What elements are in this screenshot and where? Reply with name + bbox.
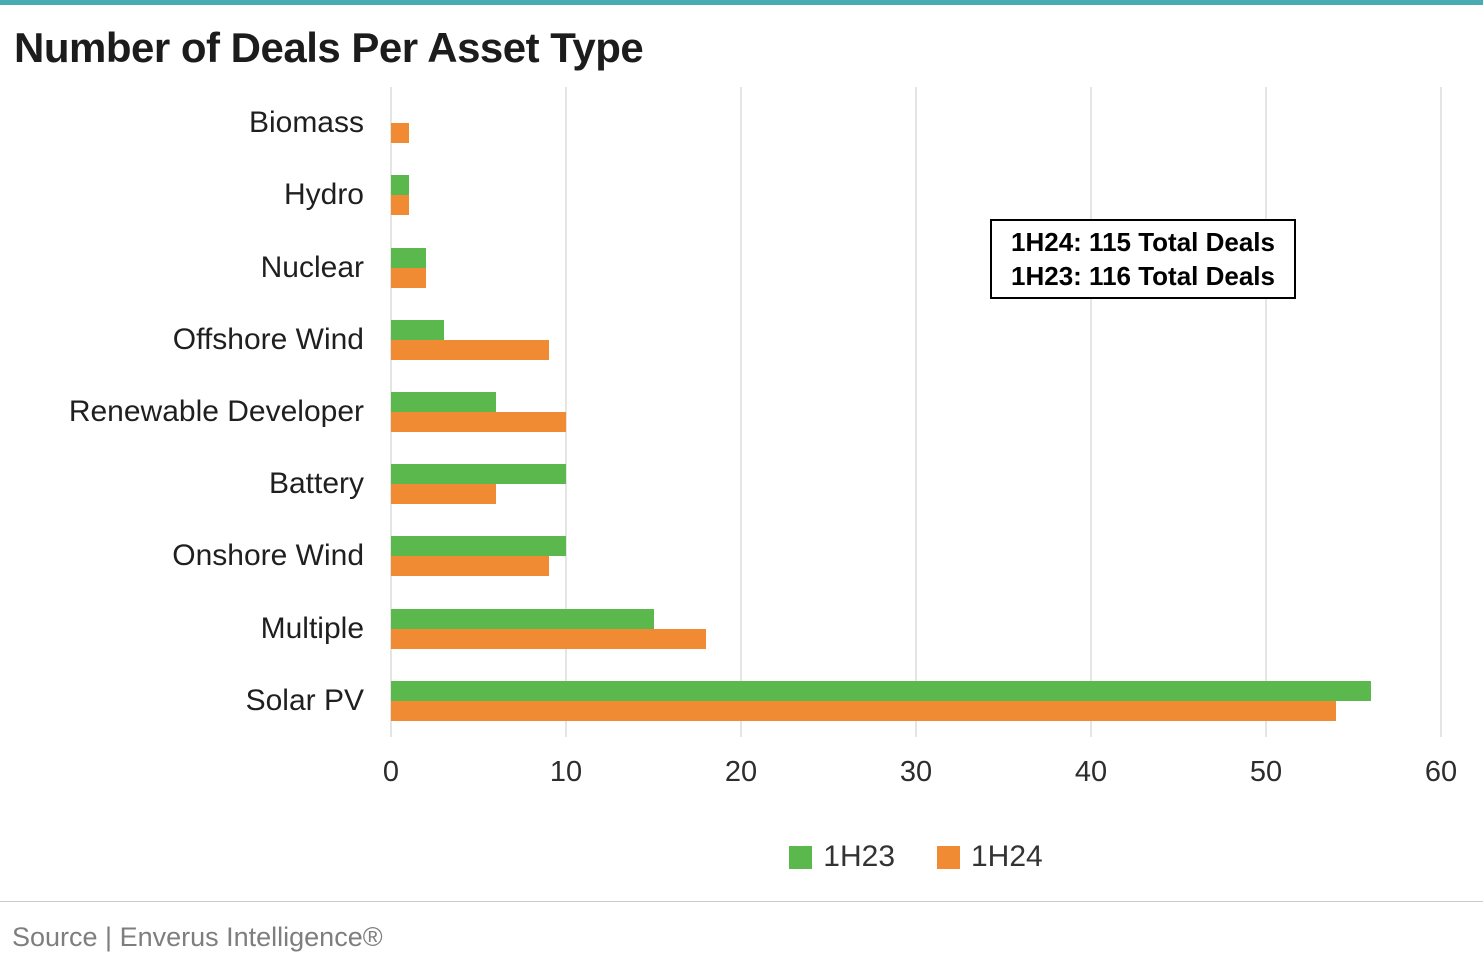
- bar-group: [391, 175, 409, 216]
- x-axis-tick-label: 50: [1249, 756, 1283, 788]
- chart-row: Battery: [269, 448, 1441, 520]
- bar-group: [391, 536, 566, 577]
- footer-divider: [0, 901, 1483, 902]
- x-axis-tick-label: 60: [1424, 756, 1458, 788]
- bar-group: [391, 391, 566, 432]
- bar-1h24: [391, 123, 409, 144]
- legend-swatch-icon: [789, 845, 813, 869]
- x-axis-tick-label: 40: [1074, 756, 1108, 788]
- bar-group: [391, 608, 706, 649]
- chart-row: Onshore Wind: [172, 520, 1441, 592]
- bar-1h23: [391, 319, 444, 340]
- bar-group: [391, 319, 549, 360]
- bar-1h24: [391, 556, 549, 577]
- bar-1h23: [391, 680, 1371, 701]
- bar-group: [391, 680, 1371, 721]
- legend-label: 1H23: [823, 840, 895, 873]
- bar-1h23: [391, 175, 409, 196]
- bar-1h24: [391, 195, 409, 216]
- bar-1h24: [391, 267, 426, 288]
- plot-area: Biomass Hydro Nuclear Offshore Wind Renewabl…: [69, 87, 1442, 737]
- gridline: [565, 87, 567, 737]
- category-label: Hydro: [283, 178, 364, 212]
- annotation-line-1h23: 1H23: 116 Total Deals: [1011, 261, 1275, 291]
- bar-1h24: [391, 411, 566, 432]
- gridline: [740, 87, 742, 737]
- category-label: Renewable Developer: [68, 394, 364, 428]
- bar-1h23: [391, 247, 426, 268]
- category-label: Onshore Wind: [172, 539, 364, 573]
- bar-1h23: [391, 608, 654, 629]
- x-axis-tick-label: 30: [899, 756, 933, 788]
- gridline: [1440, 87, 1442, 737]
- chart-row: Biomass: [249, 87, 1441, 159]
- gridline: [915, 87, 917, 737]
- legend-swatch-icon: [937, 845, 960, 869]
- chart-row: Renewable Developer: [69, 376, 1441, 448]
- category-label: Nuclear: [260, 250, 364, 284]
- legend-item-1h23: 1H23: [789, 840, 895, 874]
- bar-group: [391, 103, 409, 144]
- top-accent-bar: [0, 0, 1483, 5]
- chart-row: Solar PV: [246, 665, 1441, 737]
- legend-label: 1H24: [971, 840, 1043, 873]
- category-label: Offshore Wind: [172, 322, 364, 356]
- bar-1h23: [391, 391, 496, 412]
- x-axis-tick-label: 20: [724, 756, 758, 788]
- category-label: Battery: [268, 467, 364, 501]
- bar-1h24: [391, 339, 549, 360]
- legend-item-1h24: 1H24: [937, 840, 1043, 874]
- bar-1h23: [391, 536, 566, 557]
- chart-row: Offshore Wind: [173, 304, 1441, 376]
- source-text: Source | Enverus Intelligence®: [12, 922, 383, 952]
- category-label: Biomass: [248, 106, 364, 140]
- chart-row: Hydro: [284, 159, 1441, 231]
- chart-title: Number of Deals Per Asset Type: [14, 24, 644, 71]
- bar-1h24: [391, 700, 1336, 721]
- bar-1h23: [391, 464, 566, 485]
- x-axis-tick-label: 10: [549, 756, 583, 788]
- bar-1h24: [391, 628, 706, 649]
- bar-group: [391, 247, 426, 288]
- x-axis-tick-label: 0: [382, 756, 400, 788]
- category-label: Solar PV: [245, 683, 364, 717]
- annotation-line-1h24: 1H24: 115 Total Deals: [1011, 227, 1275, 257]
- chart-row: Multiple: [261, 593, 1441, 665]
- total-deals-annotation: 1H24: 115 Total Deals 1H23: 116 Total De…: [990, 219, 1296, 299]
- gridline: [1265, 87, 1267, 737]
- bar-1h24: [391, 484, 496, 505]
- gridline: [1090, 87, 1092, 737]
- chart-row: Nuclear: [261, 231, 1441, 303]
- legend: 1H23 1H24: [391, 840, 1441, 874]
- bar-group: [391, 464, 566, 505]
- category-label: Multiple: [260, 611, 364, 645]
- x-axis: 0 10 20 30 40 50 60: [383, 756, 1457, 796]
